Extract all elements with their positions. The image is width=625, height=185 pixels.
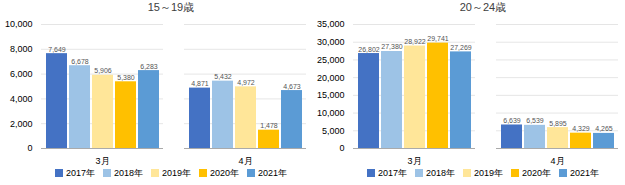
svg-text:28,922: 28,922 [404,38,426,45]
svg-text:10,000: 10,000 [5,19,33,29]
svg-text:27,269: 27,269 [450,44,472,51]
svg-text:7,649: 7,649 [48,46,66,53]
html-text:20～24歳: 20～24歳 [459,1,507,13]
svg-text:26,802: 26,802 [358,46,380,53]
svg-text:5,432: 5,432 [214,73,232,80]
svg-text:4,265: 4,265 [595,125,613,132]
svg-text:2,000: 2,000 [10,119,33,129]
svg-text:4,972: 4,972 [237,79,255,86]
svg-text:5,895: 5,895 [549,120,567,127]
svg-text:4,871: 4,871 [191,80,209,87]
svg-text:6,000: 6,000 [10,69,33,79]
svg-text:6,283: 6,283 [140,63,158,70]
svg-text:3月: 3月 [95,156,109,166]
svg-text:30,000: 30,000 [317,37,345,47]
svg-text:5,906: 5,906 [94,67,112,74]
svg-text:4,000: 4,000 [10,94,33,104]
svg-text:5,000: 5,000 [322,126,345,136]
svg-text:20,000: 20,000 [317,73,345,83]
html-text:15～19歳: 15～19歳 [147,1,195,13]
svg-text:35,000: 35,000 [317,19,345,29]
svg-text:3月: 3月 [407,156,421,166]
svg-text:6,539: 6,539 [526,117,544,124]
svg-text:4,329: 4,329 [572,125,590,132]
svg-text:1,478: 1,478 [260,122,278,129]
html-text:2017年: 2017年 [65,167,95,178]
html-text:2018年: 2018年 [426,167,455,178]
html-text:2019年: 2019年 [162,167,191,178]
svg-text:4月: 4月 [550,156,564,166]
svg-text:0: 0 [27,143,32,153]
svg-text:29,741: 29,741 [427,35,449,42]
svg-text:10,000: 10,000 [317,108,345,118]
svg-text:8,000: 8,000 [10,44,33,54]
svg-text:6,678: 6,678 [71,58,89,65]
svg-text:5,380: 5,380 [117,74,135,81]
html-text:2018年: 2018年 [114,167,143,178]
html-text:2017年: 2017年 [377,167,407,178]
svg-text:15,000: 15,000 [317,90,345,100]
html-text:2021年: 2021年 [570,167,600,178]
html-text:2019年: 2019年 [474,167,503,178]
svg-text:4,673: 4,673 [283,83,301,90]
svg-text:27,380: 27,380 [381,43,403,50]
svg-text:0: 0 [339,143,344,153]
html-text:2021年: 2021年 [258,167,288,178]
html-text:2020年: 2020年 [522,167,551,178]
svg-text:6,639: 6,639 [503,117,521,124]
svg-text:4月: 4月 [238,156,252,166]
html-text:2020年: 2020年 [210,167,239,178]
svg-text:25,000: 25,000 [317,55,345,65]
